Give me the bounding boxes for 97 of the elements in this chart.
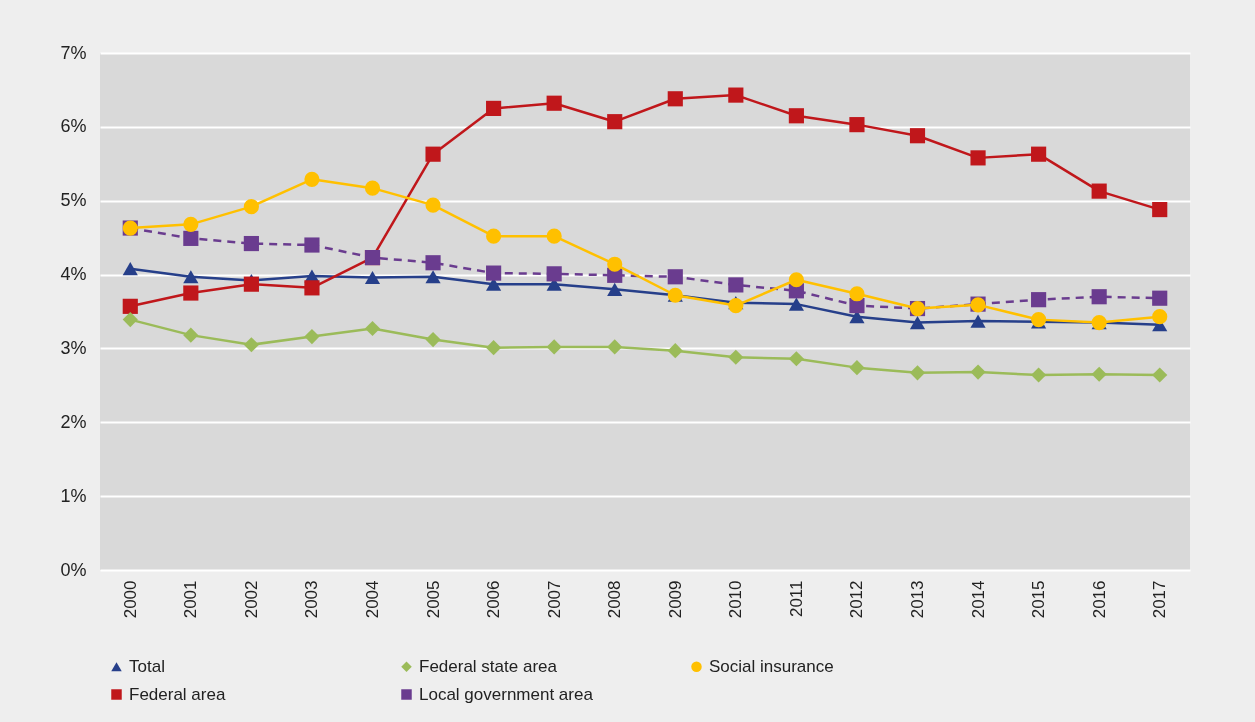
- point: [667, 91, 683, 107]
- point: [728, 87, 744, 103]
- point: [183, 270, 199, 284]
- point: [425, 331, 441, 348]
- point: [122, 262, 138, 276]
- point: [1152, 290, 1168, 306]
- point: [1031, 292, 1047, 308]
- point: [122, 312, 138, 328]
- x-tick-label: 2000: [120, 580, 140, 619]
- point: [607, 114, 623, 130]
- x-tick-label: 2001: [181, 580, 201, 619]
- point: [728, 277, 744, 293]
- y-tick-label: 4%: [60, 264, 87, 285]
- point: [667, 343, 683, 359]
- point: [667, 269, 683, 285]
- x-tick-label: 2014: [968, 580, 988, 619]
- point: [243, 235, 259, 252]
- point: [425, 146, 441, 162]
- point: [1091, 183, 1107, 199]
- x-tick-label: 2011: [786, 580, 806, 618]
- y-tick-label: 7%: [60, 42, 87, 63]
- point: [970, 364, 986, 380]
- point: [364, 320, 381, 337]
- point: [486, 100, 502, 116]
- point: [183, 230, 199, 246]
- x-tick-label: 2013: [908, 580, 927, 619]
- point: [909, 365, 926, 381]
- x-tick-label: 2005: [423, 580, 443, 619]
- point: [1152, 309, 1168, 325]
- point: [788, 108, 804, 124]
- point: [546, 339, 562, 355]
- x-tick-label: 2010: [726, 580, 746, 619]
- point: [243, 337, 259, 353]
- x-tick-label: 2004: [363, 580, 382, 619]
- x-tick-label: 2003: [302, 580, 322, 619]
- point: [183, 327, 199, 343]
- x-tick-label: 2002: [241, 580, 261, 619]
- point: [728, 298, 744, 314]
- point: [546, 95, 562, 111]
- point: [486, 340, 502, 356]
- legend-label: Social insurance: [709, 656, 834, 676]
- point: [122, 298, 138, 314]
- point: [425, 197, 441, 213]
- x-tick-label: 2012: [847, 580, 867, 619]
- x-tick-label: 2006: [484, 580, 504, 619]
- point: [304, 237, 320, 253]
- y-tick-label: 0%: [60, 559, 87, 580]
- point: [849, 360, 865, 376]
- point: [788, 297, 804, 311]
- x-tick-label: 2008: [605, 580, 625, 619]
- point: [607, 256, 623, 272]
- point: [425, 270, 441, 284]
- point: [1031, 146, 1047, 162]
- point: [425, 255, 441, 271]
- point: [546, 228, 562, 244]
- legend-label: Federal area: [129, 684, 226, 704]
- y-tick-label: 3%: [60, 337, 87, 358]
- point: [183, 285, 199, 301]
- point: [849, 117, 865, 133]
- point: [1152, 367, 1168, 383]
- point: [728, 349, 744, 365]
- point: [183, 216, 199, 232]
- point: [788, 272, 804, 288]
- point: [909, 128, 926, 144]
- point: [364, 180, 381, 196]
- point: [607, 282, 623, 296]
- legend-label: Federal state area: [419, 656, 558, 676]
- point: [970, 150, 986, 166]
- y-tick-label: 5%: [60, 190, 87, 211]
- point: [486, 265, 502, 281]
- point: [304, 329, 320, 345]
- point: [304, 171, 320, 187]
- point: [1031, 367, 1047, 383]
- point: [1091, 289, 1107, 305]
- x-tick-label: 2007: [544, 580, 564, 619]
- point: [970, 314, 986, 328]
- legend-label: Local government area: [419, 684, 594, 704]
- point: [243, 199, 259, 215]
- point: [1091, 366, 1107, 382]
- point: [849, 286, 865, 302]
- point: [486, 228, 502, 244]
- point: [607, 339, 623, 355]
- point: [364, 270, 381, 285]
- point: [788, 351, 804, 367]
- point: [909, 316, 926, 330]
- x-tick-label: 2015: [1029, 580, 1049, 619]
- y-tick-label: 6%: [60, 116, 87, 137]
- point: [304, 280, 320, 296]
- x-tick-label: 2017: [1150, 580, 1170, 619]
- y-tick-label: 2%: [60, 411, 87, 432]
- point: [1152, 201, 1168, 218]
- x-tick-label: 2016: [1089, 580, 1109, 619]
- y-tick-label: 1%: [60, 485, 87, 506]
- legend-label: Total: [129, 656, 165, 676]
- point: [546, 266, 562, 282]
- x-tick-label: 2009: [665, 580, 685, 619]
- point: [243, 276, 259, 292]
